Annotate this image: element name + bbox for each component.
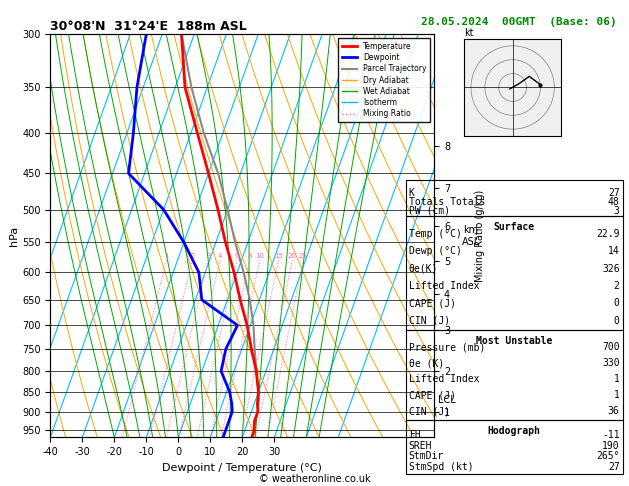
- Text: 15: 15: [274, 253, 283, 259]
- Text: 25: 25: [299, 253, 308, 259]
- Text: 700: 700: [602, 342, 620, 352]
- Text: Dewp (°C): Dewp (°C): [409, 246, 462, 256]
- Text: EH: EH: [409, 430, 421, 440]
- Text: 3: 3: [614, 206, 620, 216]
- Text: CIN (J): CIN (J): [409, 406, 450, 417]
- Text: 36: 36: [608, 406, 620, 417]
- Text: Lifted Index: Lifted Index: [409, 281, 479, 291]
- Text: 4: 4: [218, 253, 222, 259]
- Text: 330: 330: [602, 358, 620, 368]
- Y-axis label: km
ASL: km ASL: [462, 225, 480, 246]
- Text: Surface: Surface: [494, 222, 535, 232]
- Text: StmDir: StmDir: [409, 451, 444, 462]
- Text: 20: 20: [288, 253, 297, 259]
- X-axis label: Dewpoint / Temperature (°C): Dewpoint / Temperature (°C): [162, 463, 322, 473]
- Text: LCL: LCL: [438, 395, 456, 405]
- Text: Temp (°C): Temp (°C): [409, 229, 462, 239]
- Text: PW (cm): PW (cm): [409, 206, 450, 216]
- Text: 1: 1: [614, 390, 620, 400]
- Text: -11: -11: [602, 430, 620, 440]
- Text: 30°08'N  31°24'E  188m ASL: 30°08'N 31°24'E 188m ASL: [50, 20, 247, 33]
- Text: SREH: SREH: [409, 440, 432, 451]
- Text: 10: 10: [255, 253, 264, 259]
- Text: θe(K): θe(K): [409, 263, 438, 274]
- Text: CIN (J): CIN (J): [409, 316, 450, 326]
- Text: 8: 8: [247, 253, 252, 259]
- Text: 1: 1: [164, 253, 169, 259]
- Text: 2: 2: [190, 253, 194, 259]
- Text: 265°: 265°: [596, 451, 620, 462]
- Text: 2: 2: [614, 281, 620, 291]
- Text: CAPE (J): CAPE (J): [409, 298, 456, 309]
- Text: CAPE (J): CAPE (J): [409, 390, 456, 400]
- Text: 6: 6: [235, 253, 239, 259]
- Text: © weatheronline.co.uk: © weatheronline.co.uk: [259, 473, 370, 484]
- Text: Most Unstable: Most Unstable: [476, 336, 552, 347]
- Text: 22.9: 22.9: [596, 229, 620, 239]
- Text: θe (K): θe (K): [409, 358, 444, 368]
- Text: 27: 27: [608, 188, 620, 198]
- Text: Lifted Index: Lifted Index: [409, 374, 479, 384]
- Text: 14: 14: [608, 246, 620, 256]
- Text: 1: 1: [614, 374, 620, 384]
- Text: K: K: [409, 188, 415, 198]
- Text: 0: 0: [614, 298, 620, 309]
- Text: 190: 190: [602, 440, 620, 451]
- Text: Mixing Ratio (g/kg): Mixing Ratio (g/kg): [476, 190, 486, 282]
- Text: 28.05.2024  00GMT  (Base: 06): 28.05.2024 00GMT (Base: 06): [421, 17, 617, 27]
- Text: Totals Totals: Totals Totals: [409, 197, 485, 207]
- Text: 3: 3: [206, 253, 211, 259]
- Text: 27: 27: [608, 462, 620, 472]
- Text: 48: 48: [608, 197, 620, 207]
- Text: Pressure (mb): Pressure (mb): [409, 342, 485, 352]
- Text: kt: kt: [464, 28, 474, 38]
- Legend: Temperature, Dewpoint, Parcel Trajectory, Dry Adiabat, Wet Adiabat, Isotherm, Mi: Temperature, Dewpoint, Parcel Trajectory…: [338, 38, 430, 122]
- Y-axis label: hPa: hPa: [9, 226, 19, 246]
- Text: Hodograph: Hodograph: [487, 426, 541, 436]
- Text: 0: 0: [614, 316, 620, 326]
- Text: StmSpd (kt): StmSpd (kt): [409, 462, 474, 472]
- Text: 326: 326: [602, 263, 620, 274]
